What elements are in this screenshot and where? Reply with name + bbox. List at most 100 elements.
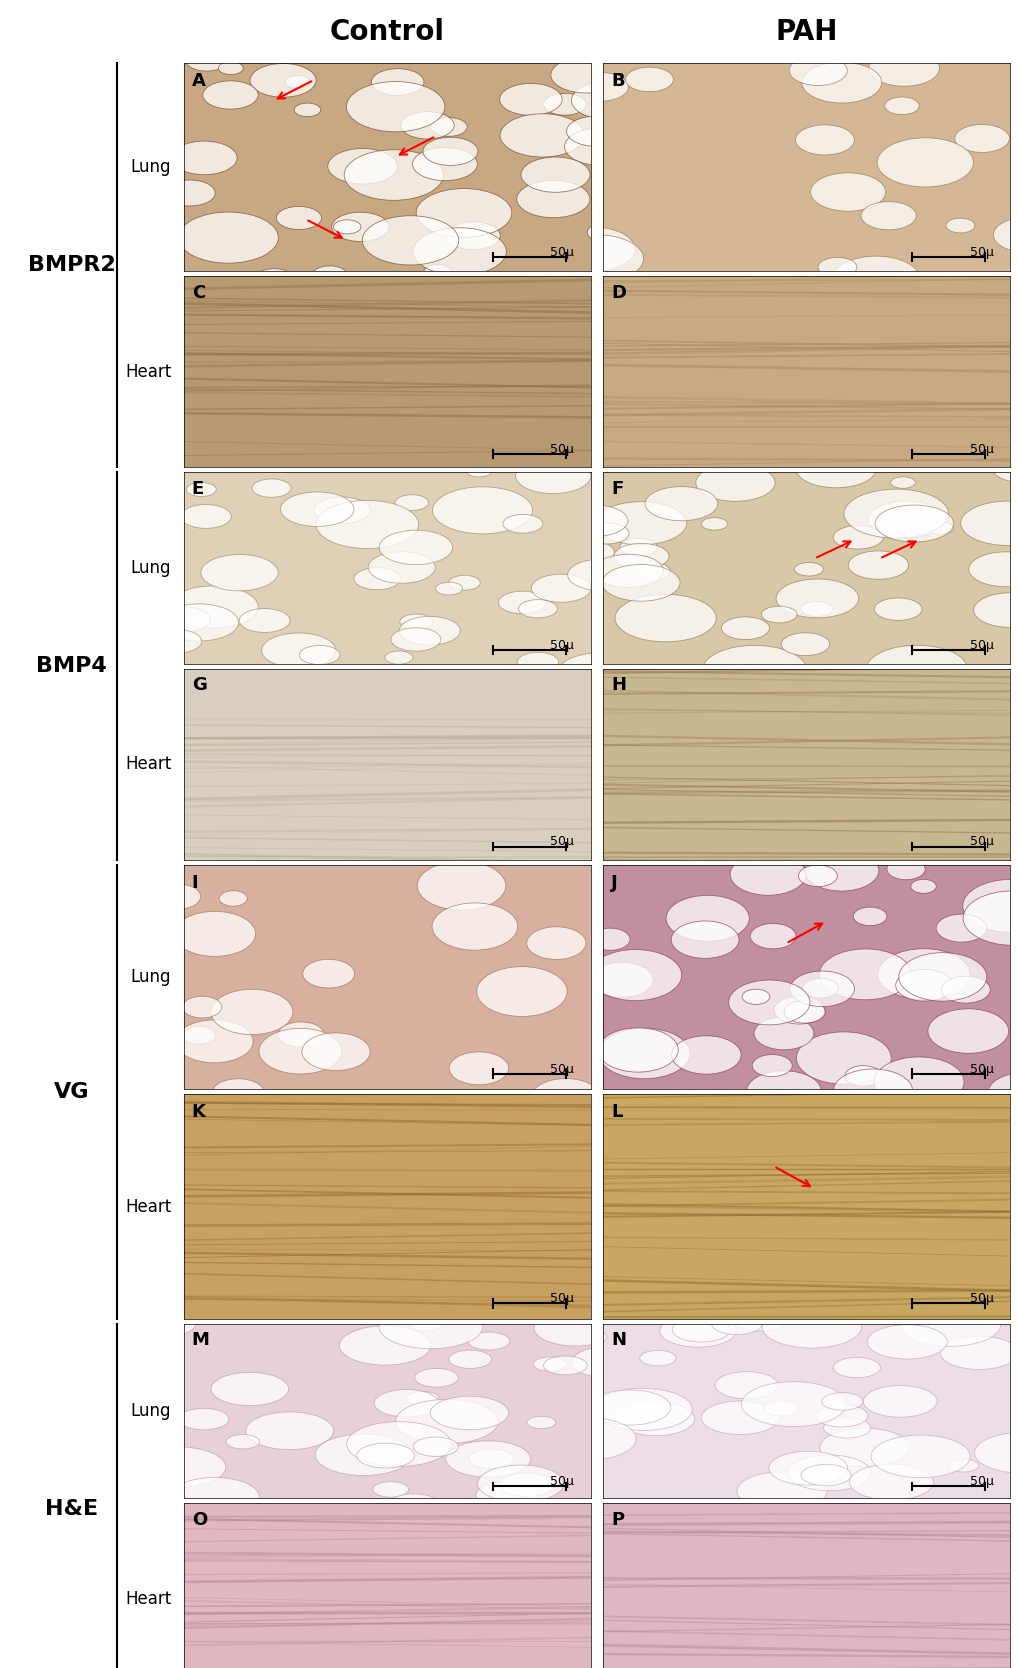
Circle shape	[794, 562, 822, 575]
Circle shape	[710, 1313, 761, 1334]
Circle shape	[518, 599, 556, 617]
Text: 50μ: 50μ	[969, 836, 993, 849]
Circle shape	[728, 981, 809, 1024]
Circle shape	[890, 477, 914, 489]
Circle shape	[400, 112, 453, 138]
Circle shape	[720, 617, 768, 639]
Text: O: O	[192, 1511, 207, 1530]
Circle shape	[883, 97, 918, 115]
Circle shape	[316, 500, 418, 549]
Text: L: L	[610, 1103, 622, 1121]
Circle shape	[159, 604, 238, 641]
Circle shape	[394, 495, 428, 510]
Circle shape	[521, 157, 589, 192]
Circle shape	[499, 83, 561, 115]
Circle shape	[594, 502, 686, 545]
Circle shape	[476, 967, 567, 1016]
Circle shape	[695, 464, 774, 502]
Circle shape	[571, 82, 646, 120]
Circle shape	[589, 962, 652, 997]
Circle shape	[659, 1314, 736, 1348]
Circle shape	[986, 1073, 1019, 1113]
Text: 50μ: 50μ	[550, 639, 574, 652]
Circle shape	[468, 1333, 510, 1349]
Circle shape	[887, 859, 924, 879]
Circle shape	[574, 1331, 606, 1344]
Circle shape	[498, 590, 546, 614]
Text: J: J	[610, 874, 618, 892]
Circle shape	[178, 1408, 228, 1429]
Circle shape	[832, 257, 919, 300]
Circle shape	[1011, 157, 1019, 173]
Circle shape	[701, 1401, 779, 1434]
Circle shape	[379, 530, 452, 564]
Circle shape	[170, 1478, 259, 1516]
Text: VG: VG	[54, 1083, 89, 1103]
Circle shape	[147, 82, 183, 102]
Text: Heart: Heart	[125, 756, 171, 774]
Circle shape	[151, 629, 202, 654]
Circle shape	[536, 1418, 636, 1460]
Circle shape	[527, 1416, 555, 1428]
Circle shape	[430, 1396, 508, 1429]
Circle shape	[398, 617, 460, 646]
Circle shape	[873, 1058, 963, 1106]
Circle shape	[589, 927, 630, 951]
Circle shape	[168, 585, 258, 629]
Circle shape	[314, 497, 370, 524]
Circle shape	[343, 150, 443, 200]
Circle shape	[413, 229, 505, 275]
Circle shape	[531, 574, 591, 602]
Circle shape	[423, 137, 478, 165]
Text: Lung: Lung	[130, 967, 171, 986]
Circle shape	[941, 976, 989, 1002]
Circle shape	[749, 924, 795, 949]
Circle shape	[873, 597, 921, 620]
Circle shape	[246, 1411, 333, 1449]
Text: Heart: Heart	[125, 364, 171, 380]
Circle shape	[435, 582, 463, 595]
Circle shape	[795, 125, 854, 155]
Circle shape	[926, 522, 953, 534]
Circle shape	[164, 180, 215, 205]
Circle shape	[331, 212, 388, 242]
Circle shape	[849, 1465, 932, 1500]
Circle shape	[499, 1473, 554, 1496]
Circle shape	[201, 554, 278, 590]
Circle shape	[940, 1336, 1017, 1369]
Circle shape	[566, 117, 626, 147]
Text: 50μ: 50μ	[969, 639, 993, 652]
Circle shape	[973, 592, 1019, 627]
Circle shape	[568, 559, 634, 590]
Circle shape	[671, 921, 739, 959]
Circle shape	[817, 257, 856, 277]
Circle shape	[762, 1401, 797, 1416]
Circle shape	[796, 450, 875, 487]
Circle shape	[259, 1029, 341, 1074]
Circle shape	[844, 1066, 881, 1086]
Circle shape	[186, 482, 216, 497]
Text: K: K	[192, 1103, 206, 1121]
Circle shape	[773, 996, 824, 1024]
Circle shape	[801, 62, 880, 103]
Text: H: H	[610, 676, 626, 694]
Text: 50μ: 50μ	[969, 444, 993, 455]
Text: D: D	[610, 284, 626, 302]
Text: Control: Control	[329, 18, 444, 45]
Text: B: B	[610, 72, 624, 90]
Circle shape	[714, 1371, 777, 1399]
Circle shape	[432, 902, 517, 951]
Circle shape	[910, 879, 935, 894]
Circle shape	[631, 562, 669, 580]
Circle shape	[789, 55, 847, 85]
Circle shape	[531, 1079, 600, 1118]
Circle shape	[180, 504, 231, 529]
Circle shape	[614, 594, 715, 642]
Circle shape	[211, 989, 292, 1034]
Text: Heart: Heart	[125, 1590, 171, 1608]
Circle shape	[737, 1471, 826, 1511]
Circle shape	[741, 1381, 846, 1426]
Circle shape	[787, 1454, 870, 1491]
Circle shape	[185, 50, 227, 72]
Circle shape	[927, 1009, 1008, 1053]
